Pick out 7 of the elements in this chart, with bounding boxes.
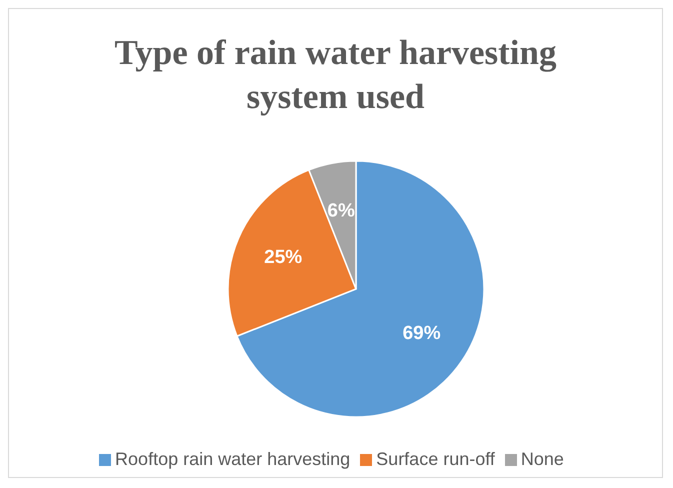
legend-label: Surface run-off bbox=[376, 449, 495, 469]
data-label: 25% bbox=[264, 246, 302, 268]
chart-title: Type of rain water harvesting system used bbox=[114, 32, 558, 118]
legend-label: None bbox=[520, 449, 564, 469]
data-label: 69% bbox=[402, 323, 441, 344]
data-label: 6% bbox=[327, 200, 355, 222]
legend-label: Rooftop rain water harvesting bbox=[115, 449, 350, 469]
